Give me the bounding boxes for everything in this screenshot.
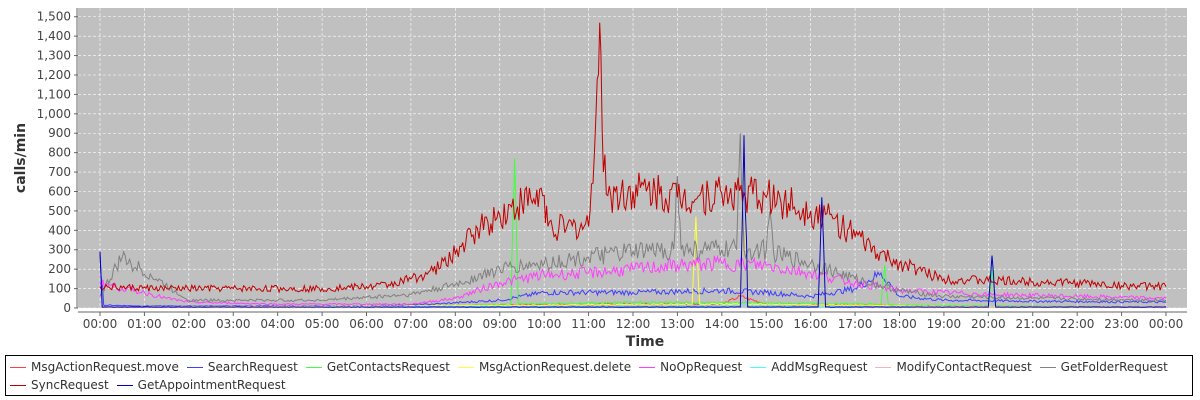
series-line-syncrequest: [99, 22, 1167, 294]
x-tick-label: 06:00: [349, 317, 384, 331]
legend-item: NoOpRequest: [639, 358, 742, 376]
legend-item: GetFolderRequest: [1039, 358, 1168, 376]
y-tick-label: 800: [48, 146, 71, 160]
legend-swatch: [750, 366, 767, 368]
x-tick-label: 16:00: [793, 317, 828, 331]
legend-swatch: [875, 366, 892, 368]
x-tick-label: 01:00: [127, 317, 162, 331]
x-tick-label: 05:00: [305, 317, 340, 331]
series-line-getappointmentrequest: [99, 135, 1167, 308]
series-line-nooprequest: [99, 254, 1167, 306]
y-axis-label: calls/min: [13, 123, 29, 193]
x-tick-label: 10:00: [527, 317, 562, 331]
x-tick-label: 07:00: [394, 317, 429, 331]
legend-label: ModifyContactRequest: [896, 360, 1032, 374]
legend-swatch: [639, 366, 656, 368]
y-tick-label: 1,300: [37, 49, 71, 63]
x-tick-label: 22:00: [1060, 317, 1095, 331]
plot-area: [78, 8, 1187, 308]
x-tick-label: 00:00: [83, 317, 118, 331]
x-tick-label: 03:00: [216, 317, 251, 331]
y-tick-label: 500: [48, 204, 71, 218]
legend-swatch: [305, 366, 322, 368]
x-tick-label: 00:00: [1149, 317, 1184, 331]
series-line-getfolderrequest: [99, 133, 1167, 303]
legend-swatch: [10, 384, 26, 386]
legend-label: AddMsgRequest: [771, 360, 868, 374]
y-tick-label: 1,000: [37, 107, 71, 121]
x-tick-label: 09:00: [482, 317, 517, 331]
x-tick-label: 19:00: [927, 317, 962, 331]
y-tick-label: 1,500: [37, 10, 71, 24]
legend-label: NoOpRequest: [660, 360, 743, 374]
y-tick-label: 600: [48, 184, 71, 198]
legend-swatch: [186, 366, 203, 368]
x-tick-label: 15:00: [749, 317, 784, 331]
legend-label: GetFolderRequest: [1060, 360, 1168, 374]
y-tick-label: 100: [48, 282, 71, 296]
x-tick-label: 14:00: [705, 317, 740, 331]
line-chart: 0 100 200 300 400 500 600 700 800 900 1,000 1,100 1,…: [13, 8, 1187, 350]
legend-swatch: [1039, 366, 1056, 368]
legend-label: GetAppointmentRequest: [137, 378, 286, 392]
x-tick-label: 21:00: [1015, 317, 1050, 331]
legend-item: SyncRequest: [10, 376, 109, 394]
y-tick-label: 300: [48, 243, 71, 257]
y-tick-label: 200: [48, 262, 71, 276]
x-tick-label: 04:00: [260, 317, 295, 331]
x-tick-label: 12:00: [616, 317, 651, 331]
x-axis-label: Time: [626, 334, 664, 350]
y-tick-label: 900: [48, 126, 71, 140]
legend-item: SearchRequest: [186, 358, 298, 376]
legend-label: GetContactsRequest: [326, 360, 450, 374]
x-tick-label: 13:00: [660, 317, 695, 331]
legend-label: SearchRequest: [207, 360, 298, 374]
y-tick-label: 1,200: [37, 68, 71, 82]
x-tick-label: 02:00: [172, 317, 207, 331]
legend-item: MsgActionRequest.delete: [457, 358, 632, 376]
legend-item: GetAppointmentRequest: [116, 376, 286, 394]
y-tick-label: 1,400: [37, 29, 71, 43]
legend-label: SyncRequest: [31, 378, 109, 392]
legend-item: ModifyContactRequest: [875, 358, 1032, 376]
x-tick-label: 08:00: [438, 317, 473, 331]
y-tick-label: 400: [48, 223, 71, 237]
y-tick-label: 1,100: [37, 87, 71, 101]
legend: MsgActionRequest.move SearchRequest GetCon…: [5, 355, 1193, 396]
y-tick-label: 700: [48, 165, 71, 179]
legend-item: MsgActionRequest.move: [10, 358, 179, 376]
x-tick-label: 11:00: [571, 317, 606, 331]
legend-swatch: [10, 366, 26, 368]
x-tick-label: 18:00: [882, 317, 917, 331]
legend-label: MsgActionRequest.move: [31, 360, 179, 374]
x-tick-label: 17:00: [838, 317, 873, 331]
x-tick-label: 23:00: [1104, 317, 1139, 331]
x-tick-label: 20:00: [971, 317, 1006, 331]
legend-swatch: [457, 366, 474, 368]
legend-label: MsgActionRequest.delete: [478, 360, 632, 374]
legend-item: AddMsgRequest: [750, 358, 867, 376]
y-tick-label: 0: [63, 301, 71, 315]
legend-swatch: [116, 384, 133, 386]
legend-item: GetContactsRequest: [305, 358, 450, 376]
